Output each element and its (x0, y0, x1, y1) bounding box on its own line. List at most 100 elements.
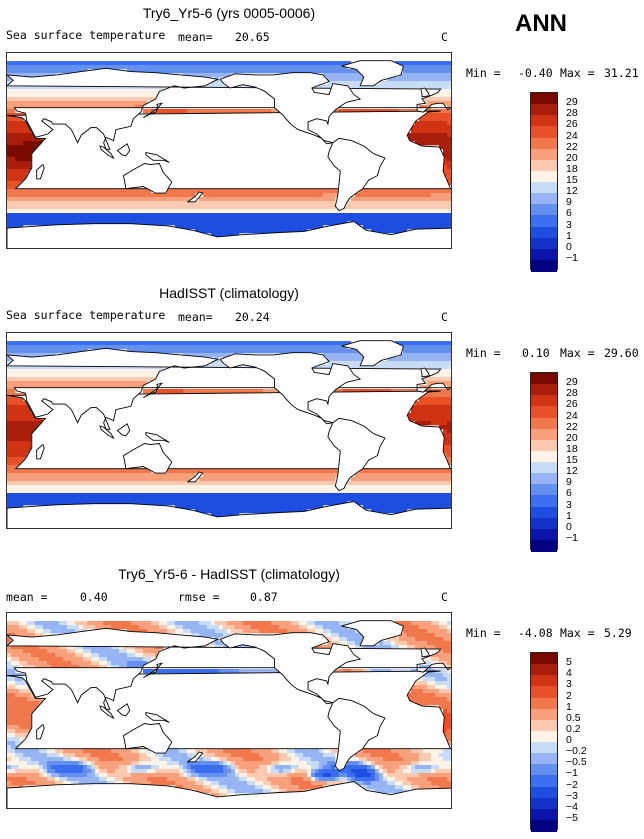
map-cell (79, 625, 84, 630)
map-cell (107, 377, 112, 382)
map-cell (23, 349, 28, 354)
map-cell (415, 497, 420, 502)
map-cell (7, 489, 12, 494)
map-cell (63, 213, 68, 218)
map-cell (323, 349, 328, 354)
map-cell (23, 437, 28, 442)
map-cell (119, 213, 124, 218)
map-cell (35, 61, 40, 66)
map-cell (103, 213, 108, 218)
map-cell (59, 489, 64, 494)
map-cell (151, 221, 156, 226)
map-cell (59, 621, 64, 626)
map-cell (419, 129, 424, 134)
map-cell (163, 669, 168, 674)
map-cell (415, 65, 420, 70)
map-cell (399, 85, 404, 90)
map-cell (87, 365, 92, 370)
map-cell (207, 501, 212, 506)
map-cell (203, 65, 208, 70)
map-cell (255, 625, 260, 630)
map-cell (67, 497, 72, 502)
map-cell (127, 625, 132, 630)
map-cell (231, 229, 236, 234)
map-cell (375, 473, 380, 478)
map-cell (331, 61, 336, 66)
map-cell (135, 61, 140, 66)
map-cell (411, 85, 416, 90)
map-cell (7, 441, 12, 446)
map-cell (307, 205, 312, 210)
map-cell (355, 641, 360, 646)
map-cell (47, 377, 52, 382)
map-cell (271, 109, 276, 114)
map-cell (239, 197, 244, 202)
map-cell (247, 341, 252, 346)
map-cell (251, 645, 256, 650)
map-cell (55, 469, 60, 474)
map-cell (11, 405, 16, 410)
map-cell (195, 205, 200, 210)
map-cell (123, 101, 128, 106)
map-cell (443, 205, 448, 210)
map-cell (67, 665, 72, 670)
map-cell (443, 369, 448, 374)
map-cell (407, 193, 412, 198)
map-cell (71, 661, 76, 666)
map-cell (447, 341, 451, 346)
map-cell (247, 61, 252, 66)
map-cell (411, 77, 416, 82)
map-cell (411, 189, 416, 194)
map-cell (431, 637, 436, 642)
map-cell (331, 477, 336, 482)
map-cell (311, 505, 316, 510)
map-cell (423, 401, 428, 406)
map-cell (423, 201, 428, 206)
map-cell (447, 485, 451, 490)
map-cell (435, 409, 440, 414)
map-cell (331, 629, 336, 634)
map-cell (67, 625, 72, 630)
map-cell (379, 481, 384, 486)
map-cell (295, 485, 300, 490)
map-cell (183, 349, 188, 354)
map-cell (27, 89, 32, 94)
map-cell (67, 97, 72, 102)
map-cell (303, 505, 308, 510)
map-cell (107, 201, 112, 206)
map-cell (295, 493, 300, 498)
map-cell (443, 89, 448, 94)
map-cell (359, 357, 364, 362)
map-cell (19, 621, 24, 626)
map-cell (143, 669, 148, 674)
map-cell (363, 473, 368, 478)
colorbar-swatch (531, 104, 557, 116)
map-cell (251, 229, 256, 234)
map-cell (255, 485, 260, 490)
map-cell (103, 365, 108, 370)
map-cell (219, 469, 224, 474)
map-cell (335, 65, 340, 70)
map-cell (63, 493, 68, 498)
map-cell (35, 197, 40, 202)
map-cell (259, 469, 264, 474)
map-cell (391, 201, 396, 206)
map-cell (103, 653, 108, 658)
map-cell (39, 469, 44, 474)
map-cell (279, 481, 284, 486)
map-cell (267, 201, 272, 206)
map-cell (155, 65, 160, 70)
map-cell (131, 381, 136, 386)
map-cell (7, 225, 12, 230)
map-cell (43, 369, 48, 374)
map-cell (423, 69, 428, 74)
map-cell (91, 473, 96, 478)
map-cell (379, 389, 384, 394)
map-cell (295, 501, 300, 506)
map-cell (315, 485, 320, 490)
map-cell (291, 345, 296, 350)
map-cell (83, 645, 88, 650)
map-cell (103, 665, 108, 670)
map-cell (363, 501, 368, 506)
map-cell (135, 89, 140, 94)
